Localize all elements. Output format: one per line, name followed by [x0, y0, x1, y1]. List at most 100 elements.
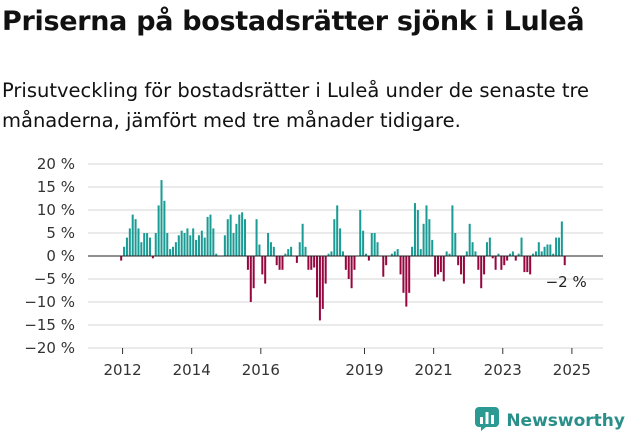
bar [223, 235, 226, 256]
bar [422, 223, 425, 256]
chart-title: Priserna på bostadsrätter sjönk i Luleå [2, 6, 585, 37]
bar [212, 228, 215, 256]
bar [143, 233, 146, 256]
bar [131, 214, 134, 256]
y-tick-label: 20 % [37, 155, 75, 173]
bar [465, 251, 468, 256]
x-tick-label: 2014 [173, 361, 211, 379]
y-tick-label: 0 % [46, 247, 75, 265]
bar [154, 233, 157, 256]
bar [534, 251, 537, 256]
bar [160, 180, 163, 256]
bar [336, 205, 339, 256]
bar [436, 256, 440, 275]
bar [543, 246, 546, 256]
bar [284, 253, 287, 256]
x-tick-label: 2021 [415, 361, 453, 379]
bar [563, 256, 566, 266]
bar [249, 256, 252, 302]
bar [269, 242, 272, 256]
bar [267, 233, 270, 256]
newsworthy-brand[interactable]: Newsworthy [474, 407, 625, 435]
bar [166, 233, 169, 256]
bar [278, 256, 281, 270]
bar [177, 235, 180, 256]
bar [399, 256, 402, 275]
bar [526, 256, 529, 273]
y-tick-label: −20 % [24, 339, 75, 357]
bar [307, 256, 310, 270]
bar [310, 256, 313, 270]
bar [264, 256, 267, 284]
bar [157, 205, 160, 256]
last-value-label: −2 % [546, 273, 587, 291]
bar [203, 237, 206, 256]
bar [537, 242, 540, 256]
bar [557, 237, 560, 256]
bar [416, 210, 419, 256]
bar [232, 233, 235, 256]
bar [382, 256, 385, 277]
bar-chart: 20 % 15 % 10 % 5 % 0 % −5 % −10 % −15 % −20 % 20… [24, 155, 603, 379]
bar [195, 239, 198, 256]
bar [485, 242, 488, 256]
bar [123, 246, 126, 256]
y-tick-label: −5 % [34, 270, 75, 288]
bar [134, 219, 137, 256]
bar [339, 228, 342, 256]
bar [125, 237, 128, 256]
bar [514, 256, 517, 261]
bar [172, 246, 175, 256]
bar [362, 230, 365, 256]
bar [229, 214, 232, 256]
bar [241, 212, 244, 256]
bar [189, 235, 192, 256]
bar [324, 256, 327, 284]
bar [471, 242, 474, 256]
x-tick-label: 2012 [103, 361, 141, 379]
bar [197, 235, 200, 256]
bar [477, 256, 480, 270]
bar [209, 214, 212, 256]
bar [373, 233, 376, 256]
bar [552, 253, 555, 256]
bar [238, 214, 241, 256]
bar [344, 256, 347, 270]
chart-logo-icon [474, 406, 500, 436]
bar [313, 256, 316, 268]
bar [497, 253, 500, 256]
bar [255, 219, 258, 256]
bar [500, 256, 503, 270]
bar [428, 219, 431, 256]
bar [318, 256, 321, 321]
bar [341, 251, 344, 256]
bar [434, 256, 437, 277]
bar [137, 228, 140, 256]
y-axis-ticks: 20 % 15 % 10 % 5 % 0 % −5 % −10 % −15 % −20 % [24, 155, 75, 357]
bar [244, 219, 247, 256]
bar [454, 233, 457, 256]
bar [261, 256, 264, 275]
bar [120, 256, 123, 261]
bar [330, 251, 333, 256]
bar [128, 228, 131, 256]
bar [376, 242, 379, 256]
bar [304, 246, 307, 256]
bar [549, 244, 552, 256]
x-tick-label: 2016 [242, 361, 280, 379]
bar [408, 256, 411, 293]
bar [520, 237, 523, 256]
y-tick-label: 10 % [37, 201, 75, 219]
bar [494, 256, 497, 270]
bar [370, 233, 373, 256]
bar [431, 239, 434, 256]
bar [560, 221, 563, 256]
bar [540, 251, 543, 256]
bar [451, 205, 454, 256]
bar [246, 256, 249, 270]
bar [359, 210, 362, 256]
bar [488, 237, 491, 256]
y-tick-label: 5 % [46, 224, 75, 242]
bar [290, 246, 293, 256]
bar [405, 256, 408, 307]
